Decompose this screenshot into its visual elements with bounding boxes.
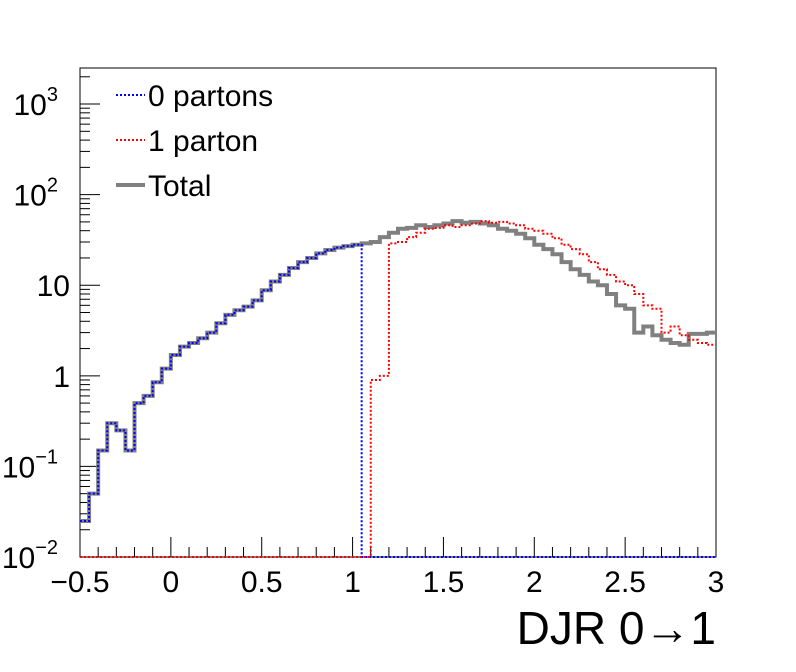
y-tick-label: 103 [14,84,59,122]
x-tick-label: −0.5 [50,566,109,599]
legend-label: Total [148,170,211,203]
y-axis: 10−2 10−1 1 10 102 103 [2,76,100,575]
legend-label: 0 partons [148,80,273,113]
legend-label: 1 parton [148,125,258,158]
legend: 0 partons 1 parton Total [116,80,273,203]
x-tick-label: 1 [344,566,361,599]
y-tick-label: 10−1 [2,446,58,484]
plot-series [80,219,716,558]
x-tick-label: 2 [526,566,543,599]
x-axis-title: DJR 0→1 [517,602,716,654]
y-tick-label: 1 [53,361,70,394]
x-tick-label: 0 [163,566,180,599]
x-tick-label: 3 [708,566,725,599]
x-tick-label: 1.5 [423,566,465,599]
y-tick-label: 102 [14,175,59,213]
y-tick-label: 10 [37,270,70,303]
x-axis: −0.5 0 0.5 1 1.5 2 2.5 3 [50,537,724,599]
x-tick-label: 2.5 [604,566,646,599]
y-tick-label: 10−2 [2,537,58,575]
x-tick-label: 0.5 [241,566,283,599]
series-0-partons-line [80,243,716,558]
